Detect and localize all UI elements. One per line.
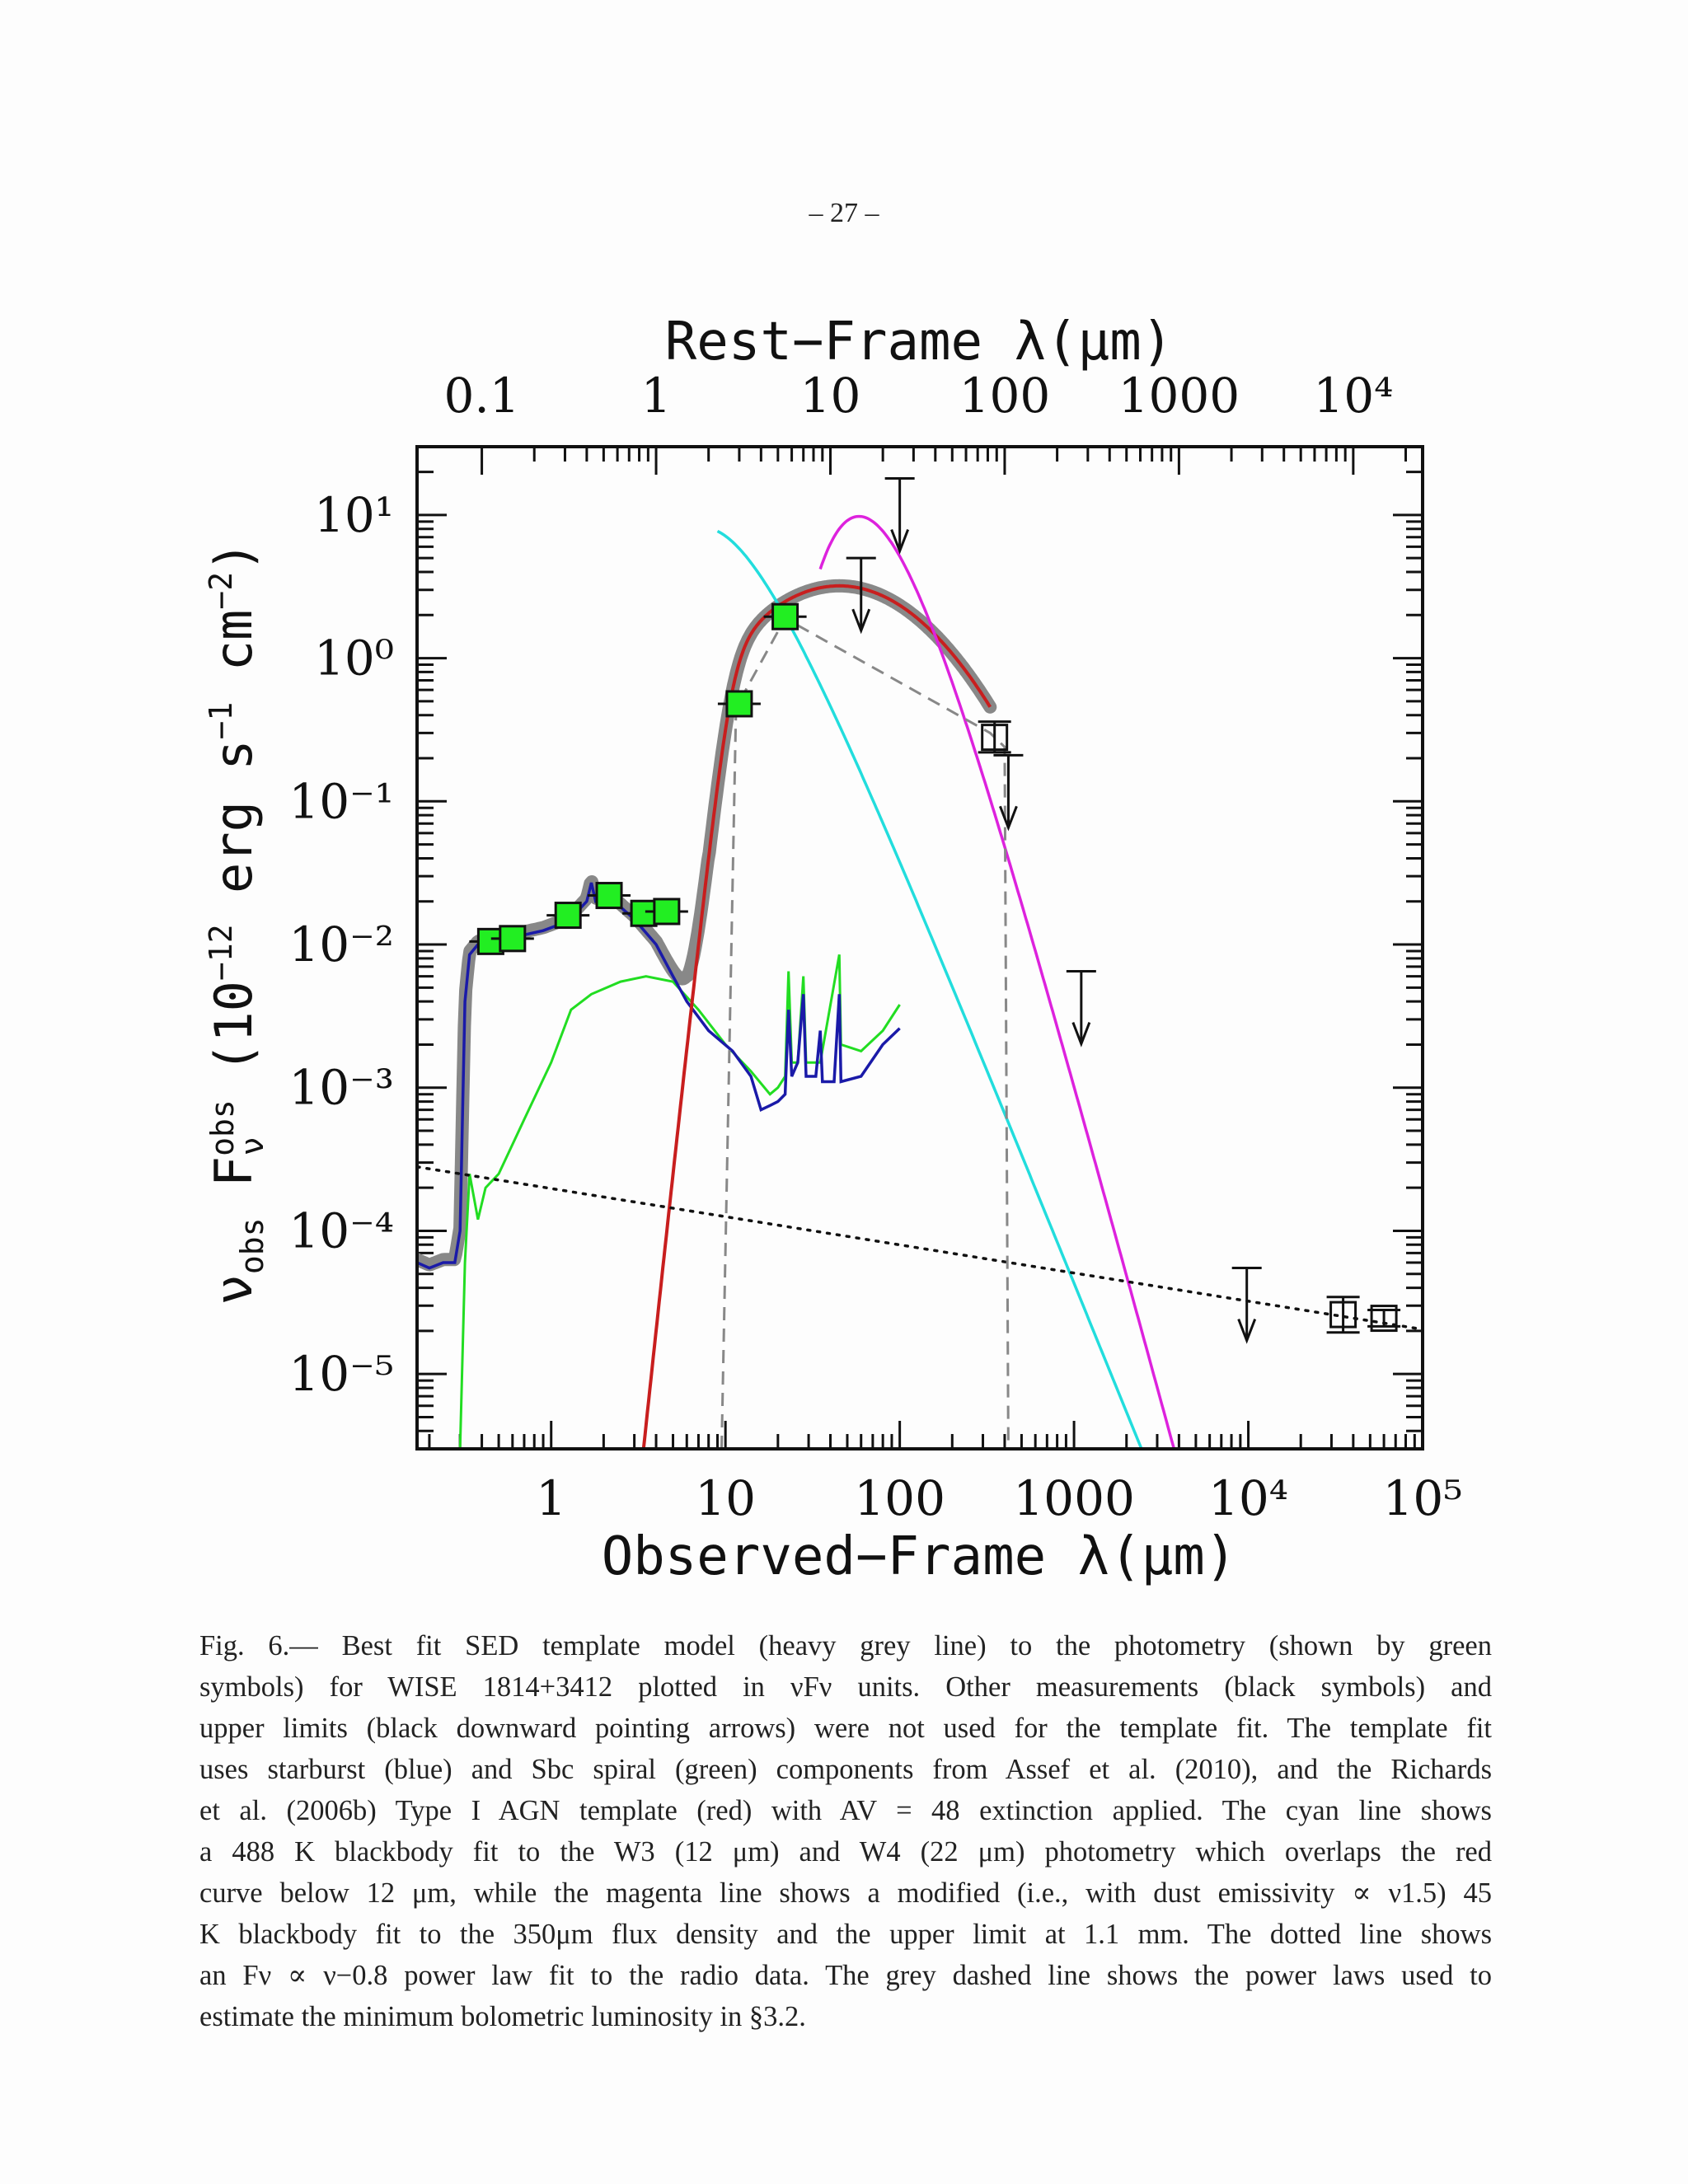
photometry-point — [499, 925, 527, 953]
top-x-tick-label: 100 — [959, 368, 1051, 424]
sbc-spiral-line — [458, 954, 901, 1449]
caption-line: uses starburst (blue) and Sbc spiral (gr… — [199, 1754, 1492, 1785]
photometry-point — [630, 899, 658, 927]
starburst-line — [417, 882, 901, 1270]
photometry-point — [725, 690, 753, 718]
bottom-axis-title: Observed−Frame λ(μm) — [602, 1526, 1237, 1587]
y-tick-label: 10⁻⁴ — [288, 1202, 394, 1258]
x-tick-label: 1000 — [1013, 1470, 1135, 1526]
caption-line: upper limits (black downward pointing ar… — [199, 1713, 1492, 1744]
measurement-point — [981, 724, 1009, 752]
y-tick-label: 10⁻² — [288, 916, 394, 972]
blackbody-488k-line — [716, 529, 1143, 1449]
photometry-point — [595, 882, 623, 910]
caption-line: estimate the minimum bolometric luminosi… — [199, 2001, 806, 2032]
photometry-point — [771, 602, 799, 630]
radio-power-law-line — [417, 1165, 1423, 1331]
caption-line: Fig. 6.— Best fit SED template model (he… — [199, 1630, 1492, 1661]
caption-line: curve below 12 μm, while the magenta lin… — [199, 1877, 1492, 1909]
x-tick-label: 10⁵ — [1382, 1470, 1462, 1526]
top-x-tick-label: 1 — [641, 368, 672, 424]
upper-limit-arrowhead — [851, 608, 871, 635]
y-axis-title: νobs Fobsν (10−12 erg s−1 cm−2) — [203, 541, 270, 1305]
x-tick-label: 10 — [695, 1470, 756, 1526]
bolometric-power-law-line — [720, 616, 1010, 1449]
caption-line: a 488 K blackbody fit to the W3 (12 μm) … — [199, 1836, 1492, 1868]
upper-limit-arrowhead — [1237, 1319, 1257, 1344]
sed-figure: Rest−Frame λ(μm) Observed−Frame λ(μm) νo… — [203, 312, 1463, 1587]
photometry-point — [653, 898, 681, 926]
photometry-point — [554, 902, 582, 930]
upper-limit-arrowhead — [890, 528, 910, 555]
axis-ticks — [417, 445, 1424, 1451]
figure-caption: Fig. 6.— Best fit SED template model (he… — [199, 1625, 1492, 2037]
top-axis-title: Rest−Frame λ(μm) — [665, 312, 1174, 373]
upper-limit-arrowhead — [999, 805, 1018, 832]
y-tick-label: 10⁻³ — [288, 1060, 394, 1116]
upper-limit-arrowhead — [1071, 1021, 1091, 1047]
top-x-tick-label: 10 — [800, 368, 861, 424]
x-tick-label: 1 — [536, 1470, 566, 1526]
measurement-point — [1370, 1305, 1398, 1333]
page-number: – 27 – — [809, 198, 879, 228]
top-x-tick-label: 10⁴ — [1313, 368, 1393, 424]
data-markers — [469, 477, 1401, 1344]
blackbody-45k-line — [818, 514, 1176, 1449]
x-tick-label: 100 — [854, 1470, 945, 1526]
x-tick-label: 10⁴ — [1208, 1470, 1288, 1526]
caption-line: K blackbody fit to the 350μm flux densit… — [199, 1919, 1492, 1950]
tick-labels: 1 10 100 1000 10⁴ 10⁵ 0.1 1 10 100 1000 10⁴ 10¹ 10⁰ 10… — [288, 368, 1462, 1526]
top-x-tick-label: 0.1 — [443, 368, 519, 424]
caption-line: an Fν ∝ ν−0.8 power law fit to the radio… — [199, 1960, 1492, 1991]
y-tick-label: 10¹ — [314, 487, 394, 543]
y-tick-label: 10⁻⁵ — [288, 1346, 394, 1402]
plot-frame — [415, 445, 1424, 1451]
agn-template-line — [641, 583, 992, 1449]
caption-line: symbols) for WISE 1814+3412 plotted in ν… — [199, 1671, 1492, 1703]
caption-line: et al. (2006b) Type I AGN template (red)… — [199, 1795, 1492, 1826]
y-tick-label: 10⁰ — [314, 630, 394, 687]
y-tick-label: 10⁻¹ — [288, 773, 394, 829]
top-x-tick-label: 1000 — [1118, 368, 1240, 424]
measurement-point — [1329, 1301, 1357, 1329]
